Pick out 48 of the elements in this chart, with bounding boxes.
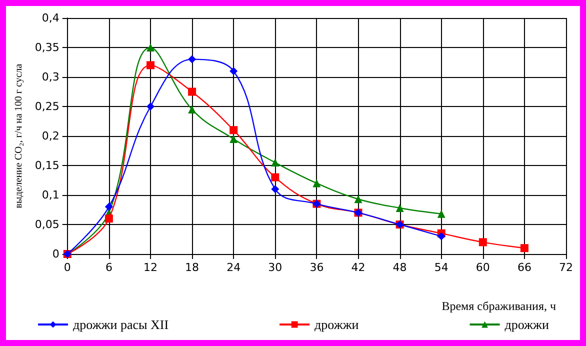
- x-tick-label: 30: [268, 261, 282, 274]
- legend-label: дрожжи расы XII: [73, 317, 169, 332]
- point: [146, 44, 154, 52]
- point: [437, 210, 446, 218]
- point: [230, 67, 238, 76]
- point: [188, 88, 196, 96]
- point: [271, 158, 280, 167]
- x-tick-label: 72: [559, 261, 573, 274]
- x-tick-label: 0: [64, 261, 71, 274]
- point: [230, 126, 238, 134]
- point: [396, 204, 404, 212]
- point: [230, 134, 238, 143]
- point: [478, 238, 487, 246]
- point: [146, 102, 154, 110]
- x-tick-label: 18: [185, 261, 200, 274]
- x-tick-label: 24: [226, 261, 241, 274]
- y-tick-label: 0,05: [34, 218, 60, 231]
- x-tick-label: 60: [476, 261, 490, 274]
- x-tick-label: 36: [310, 261, 324, 274]
- x-axis-title: Время сбраживания, ч: [442, 299, 556, 313]
- point: [104, 202, 113, 211]
- point: [520, 244, 528, 252]
- y-tick-label: 0,25: [34, 100, 60, 113]
- x-tick-label: 66: [517, 261, 532, 274]
- x-tick-label: 54: [434, 261, 448, 274]
- x-tick-label: 48: [392, 261, 407, 274]
- point: [104, 214, 113, 223]
- point: [146, 61, 154, 70]
- x-tick-label: 12: [143, 261, 158, 274]
- legend-label: дрожжи: [314, 317, 359, 332]
- x-tick-label: 6: [105, 261, 112, 274]
- point: [271, 173, 280, 182]
- point: [271, 185, 280, 194]
- point: [188, 55, 196, 64]
- y-axis-title: выделение CO₂, г/ч на 100 г сусла: [14, 63, 24, 208]
- y-tick-label: 0,4: [42, 12, 60, 24]
- y-tick-label: 0,15: [34, 159, 60, 172]
- y-tick-label: 0,35: [34, 41, 60, 54]
- x-tick-label: 42: [351, 261, 366, 274]
- y-tick-label: 0,1: [42, 188, 60, 202]
- point: [312, 179, 321, 188]
- y-tick-label: 0,2: [42, 130, 60, 142]
- point: [437, 232, 446, 240]
- legend-label: дрожжи: [504, 317, 550, 332]
- point: [354, 195, 362, 204]
- y-tick-label: 0,3: [42, 70, 60, 84]
- point: [188, 105, 196, 114]
- y-tick-label: 0: [52, 248, 60, 260]
